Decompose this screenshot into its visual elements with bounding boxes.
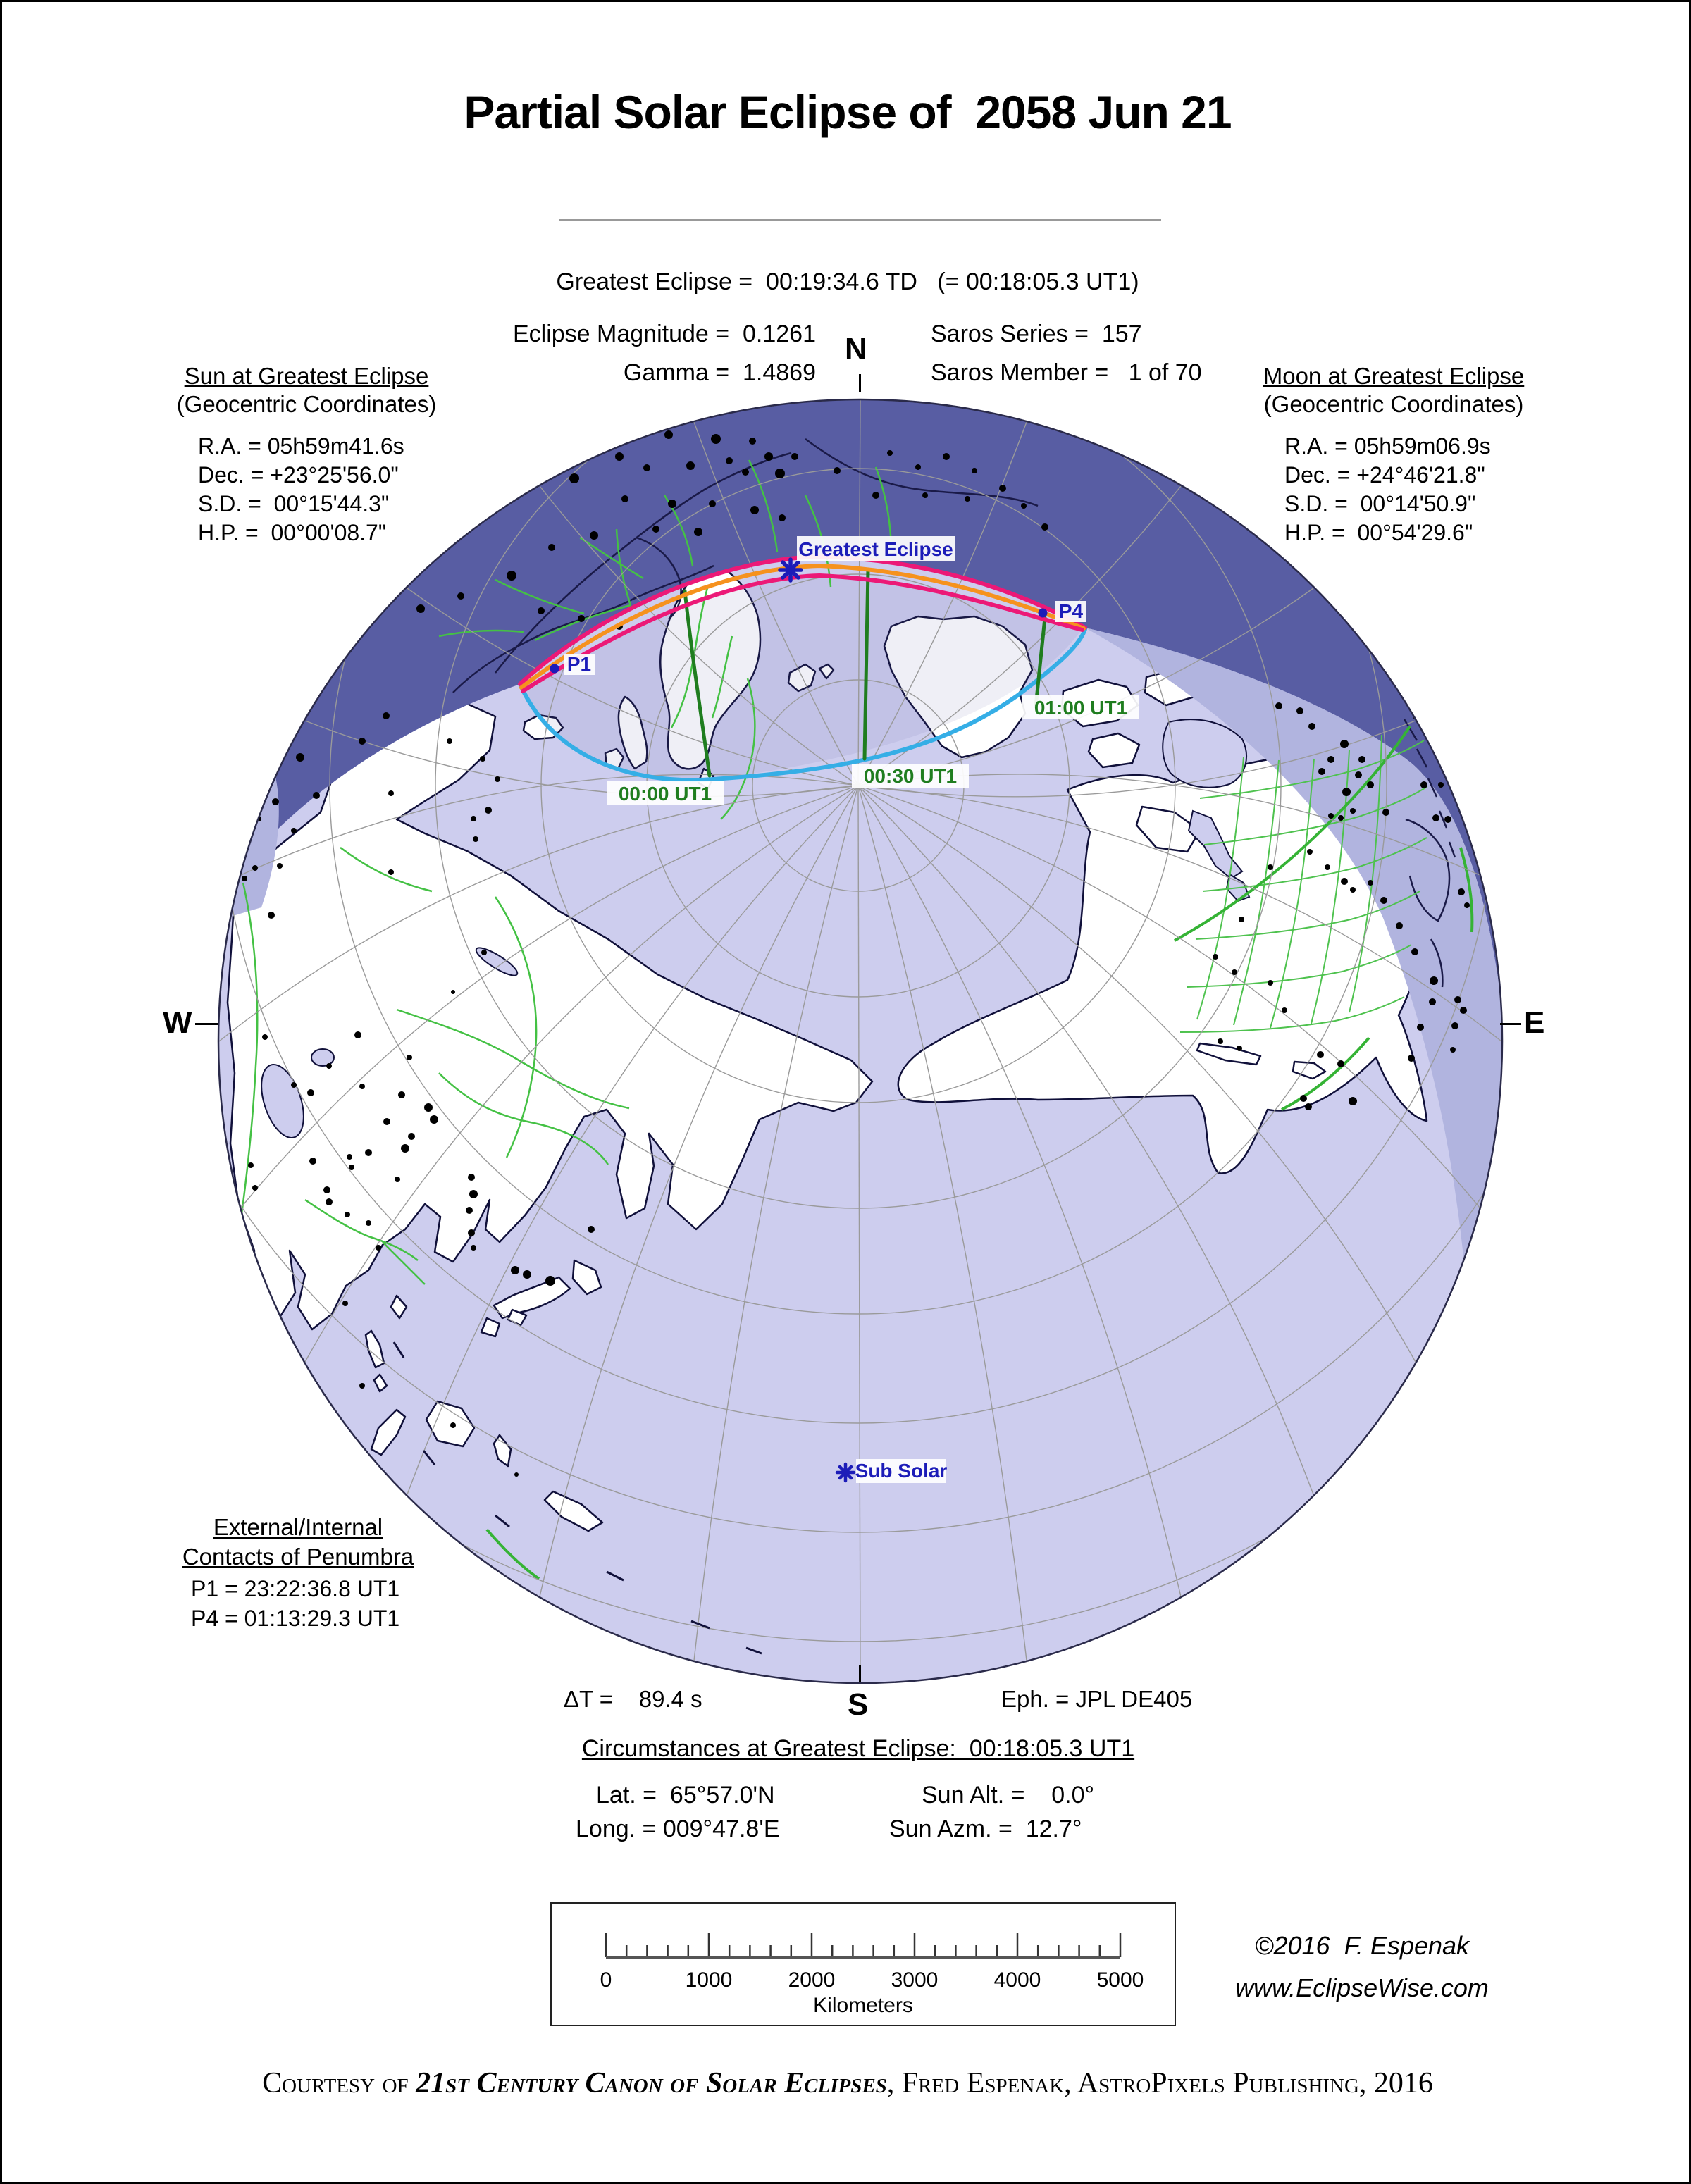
contacts-title-2: Contacts of Penumbra [182, 1544, 414, 1570]
svg-text:Sub Solar: Sub Solar [855, 1460, 948, 1482]
penumbra-south-limit [521, 573, 1084, 693]
circumstances-lat: Lat. = 65°57.0'N [596, 1782, 775, 1808]
sun-sd: S.D. = 00°15'44.3" [198, 491, 390, 516]
svg-text:P1: P1 [567, 653, 591, 675]
compass-north: N [845, 332, 867, 366]
saros-series: Saros Series = 157 [931, 321, 1142, 347]
greatest-eclipse-line: Greatest Eclipse = 00:19:34.6 TD (= 00:1… [556, 268, 1139, 295]
compass-east: E [1524, 1005, 1545, 1040]
delta-t: ΔT = 89.4 s [564, 1686, 702, 1712]
map-label-time-0100: 01:00 UT1 [1022, 695, 1139, 719]
time-line-0000 [683, 589, 712, 778]
compass-south: S [848, 1687, 869, 1722]
moon-block-title: Moon at Greatest Eclipse [1263, 363, 1525, 389]
night-coastlines [452, 438, 1456, 988]
contact-p4: P4 = 01:13:29.3 UT1 [191, 1606, 400, 1631]
map-label-p1: P1 [564, 653, 595, 675]
courtesy-line: Courtesy of 21st Century Canon of Solar … [2, 2066, 1689, 2100]
courtesy-prefix: Courtesy of [262, 2067, 416, 2099]
scale-unit: Kilometers [813, 1994, 913, 2017]
time-line-0030 [862, 568, 870, 761]
scale-bar: 0 1000 2000 3000 4000 5000 Kilometers [550, 1902, 1176, 2026]
scale-1000: 1000 [686, 1968, 733, 1992]
map-label-greatest-eclipse: Greatest Eclipse [797, 536, 955, 561]
sun-dec: Dec. = +23°25'56.0" [198, 462, 399, 488]
circumstances-sun-alt: Sun Alt. = 0.0° [922, 1782, 1095, 1808]
sub-solar-marker [835, 1462, 856, 1483]
saros-member: Saros Member = 1 of 70 [931, 359, 1202, 386]
greatest-eclipse-marker [778, 557, 803, 583]
circumstances-sun-azm: Sun Azm. = 12.7° [889, 1816, 1082, 1842]
title-rule [559, 219, 1161, 221]
north-tick [859, 374, 861, 392]
sun-ra: R.A. = 05h59m41.6s [198, 433, 404, 459]
ephemeris: Eph. = JPL DE405 [1001, 1686, 1193, 1712]
scale-0: 0 [600, 1968, 612, 1992]
p4-point [1038, 608, 1048, 618]
svg-text:00:30 UT1: 00:30 UT1 [864, 765, 957, 787]
circumstances-title: Circumstances at Greatest Eclipse: 00:18… [581, 1735, 1135, 1762]
compass-west: W [163, 1005, 192, 1040]
map-label-sub-solar: Sub Solar [855, 1459, 948, 1483]
courtesy-suffix: , Fred Espenak, AstroPixels Publishing, … [886, 2067, 1433, 2099]
moon-sd: S.D. = 00°14'50.9" [1284, 491, 1476, 516]
limb-islands [392, 1341, 762, 1655]
globe-rim [217, 398, 1504, 1684]
scale-2000: 2000 [788, 1968, 836, 1992]
circumstances-long: Long. = 009°47.8'E [576, 1816, 780, 1842]
sun-block-title: Sun at Greatest Eclipse [184, 363, 429, 389]
map-label-p4: P4 [1055, 600, 1086, 622]
scale-5000: 5000 [1097, 1968, 1144, 1992]
svg-text:01:00 UT1: 01:00 UT1 [1034, 697, 1127, 719]
south-tick [859, 1665, 861, 1682]
scale-3000: 3000 [891, 1968, 939, 1992]
map-label-time-0000: 00:00 UT1 [607, 781, 724, 805]
credit-line-2: www.EclipseWise.com [1235, 1973, 1489, 2002]
scale-4000: 4000 [994, 1968, 1041, 1992]
center-line [519, 563, 1086, 690]
sun-hp: H.P. = 00°00'08.7" [198, 520, 387, 545]
p1-point [550, 664, 559, 674]
courtesy-book-title: 21st Century Canon of Solar Eclipses [416, 2067, 887, 2099]
sun-block-subtitle: (Geocentric Coordinates) [176, 391, 437, 417]
svg-text:00:00 UT1: 00:00 UT1 [619, 783, 712, 805]
contact-p1: P1 = 23:22:36.8 UT1 [191, 1576, 400, 1601]
gamma: Gamma = 1.4869 [623, 359, 816, 386]
rise-set-curve [518, 627, 1087, 783]
land-day [226, 563, 1466, 1532]
credit-line-1: ©2016 F. Espenak [1254, 1931, 1470, 1960]
west-tick [195, 1023, 218, 1025]
map-label-time-0030: 00:30 UT1 [852, 764, 969, 788]
moon-dec: Dec. = +24°46'21.8" [1284, 462, 1485, 488]
svg-text:Greatest Eclipse: Greatest Eclipse [798, 538, 953, 560]
contacts-title-1: External/Internal [213, 1514, 383, 1540]
eclipse-magnitude: Eclipse Magnitude = 0.1261 [512, 321, 816, 347]
svg-text:P4: P4 [1059, 600, 1084, 622]
moon-hp: H.P. = 00°54'29.6" [1284, 520, 1473, 545]
city-dots [229, 414, 1470, 1477]
page-title: Partial Solar Eclipse of 2058 Jun 21 [464, 86, 1232, 138]
east-tick [1500, 1023, 1521, 1025]
scale-ruler: 0 1000 2000 3000 4000 5000 Kilometers [600, 1933, 1144, 2017]
moon-block-subtitle: (Geocentric Coordinates) [1263, 391, 1524, 417]
moon-ra: R.A. = 05h59m06.9s [1284, 433, 1491, 459]
